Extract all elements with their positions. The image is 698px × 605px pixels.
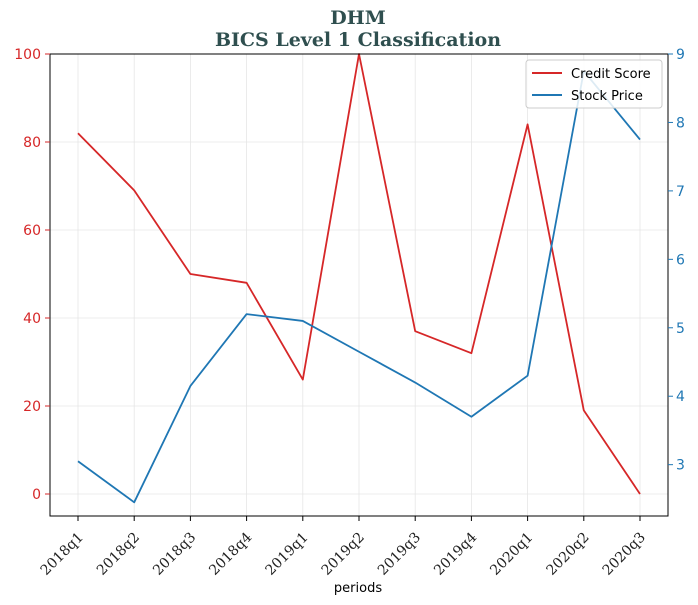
- legend-label-credit-score: Credit Score: [571, 67, 651, 82]
- grid: [50, 53, 668, 516]
- x-tick-label: 2019q1: [262, 530, 311, 579]
- series-line-stock-price: [77, 70, 641, 504]
- right-axis: 3 4 5 6 7 8 9: [668, 47, 685, 474]
- left-tick-label: 20: [23, 399, 41, 415]
- left-tick-label: 80: [23, 135, 41, 151]
- chart-subtitle: BICS Level 1 Classification: [215, 29, 501, 51]
- left-tick-label: 100: [14, 47, 41, 63]
- x-tick-label: 2020q2: [543, 530, 592, 579]
- x-tick-label: 2018q2: [94, 530, 143, 579]
- x-tick-label: 2020q3: [600, 530, 649, 579]
- right-tick-label: 9: [676, 47, 685, 63]
- x-tick-label: 2018q1: [38, 530, 87, 579]
- left-axis: 0 20 40 60 80 100: [14, 47, 50, 503]
- left-tick-label: 60: [23, 223, 41, 239]
- right-tick-label: 8: [676, 115, 685, 131]
- right-tick-label: 3: [676, 458, 685, 474]
- x-tick-label: 2018q3: [150, 530, 199, 579]
- x-axis-label: periods: [334, 581, 382, 596]
- right-tick-label: 4: [676, 389, 685, 405]
- x-tick-label: 2019q4: [431, 529, 480, 578]
- x-axis: 2018q1 2018q2 2018q3 2018q4 2019q1 2019q2 2019…: [38, 516, 649, 579]
- legend: Credit Score Stock Price: [525, 59, 663, 109]
- x-tick-label: 2019q2: [319, 530, 368, 579]
- x-tick-label: 2018q4: [206, 529, 255, 578]
- x-tick-label: 2019q3: [375, 530, 424, 579]
- right-tick-label: 5: [676, 321, 685, 337]
- legend-label-stock-price: Stock Price: [571, 89, 643, 104]
- left-tick-label: 0: [32, 487, 41, 503]
- right-tick-label: 7: [676, 184, 685, 200]
- left-tick-label: 40: [23, 311, 41, 327]
- chart-title: DHM: [330, 7, 385, 29]
- x-tick-label: 2020q1: [487, 530, 536, 579]
- right-tick-label: 6: [676, 252, 685, 268]
